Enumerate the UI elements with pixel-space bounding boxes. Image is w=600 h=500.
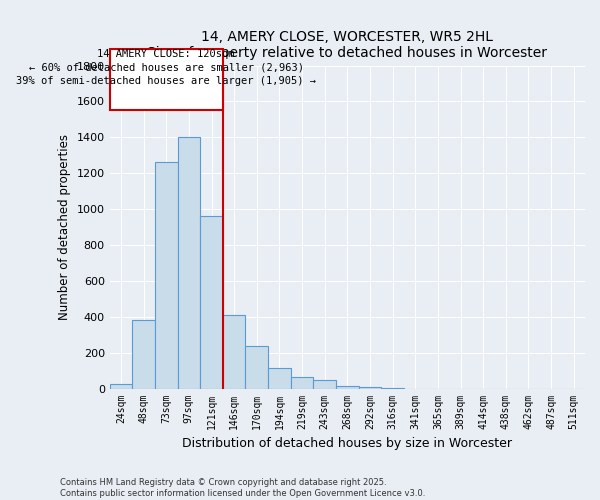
Bar: [200, 216, 223, 388]
Bar: [359, 387, 381, 388]
Bar: [110, 384, 132, 388]
Title: 14, AMERY CLOSE, WORCESTER, WR5 2HL
Size of property relative to detached houses: 14, AMERY CLOSE, WORCESTER, WR5 2HL Size…: [148, 30, 547, 60]
Bar: [245, 346, 268, 389]
Y-axis label: Number of detached properties: Number of detached properties: [58, 134, 71, 320]
Text: 39% of semi-detached houses are larger (1,905) →: 39% of semi-detached houses are larger (…: [16, 76, 316, 86]
Bar: [291, 377, 313, 388]
Text: Contains HM Land Registry data © Crown copyright and database right 2025.
Contai: Contains HM Land Registry data © Crown c…: [60, 478, 425, 498]
Bar: [336, 386, 359, 388]
Text: ← 60% of detached houses are smaller (2,963): ← 60% of detached houses are smaller (2,…: [29, 62, 304, 72]
Text: 14 AMERY CLOSE: 120sqm: 14 AMERY CLOSE: 120sqm: [97, 49, 235, 59]
FancyBboxPatch shape: [110, 50, 223, 110]
X-axis label: Distribution of detached houses by size in Worcester: Distribution of detached houses by size …: [182, 437, 512, 450]
Bar: [223, 315, 245, 388]
Bar: [178, 138, 200, 388]
Bar: [268, 368, 291, 388]
Bar: [132, 320, 155, 388]
Bar: [313, 380, 336, 388]
Bar: [155, 162, 178, 388]
